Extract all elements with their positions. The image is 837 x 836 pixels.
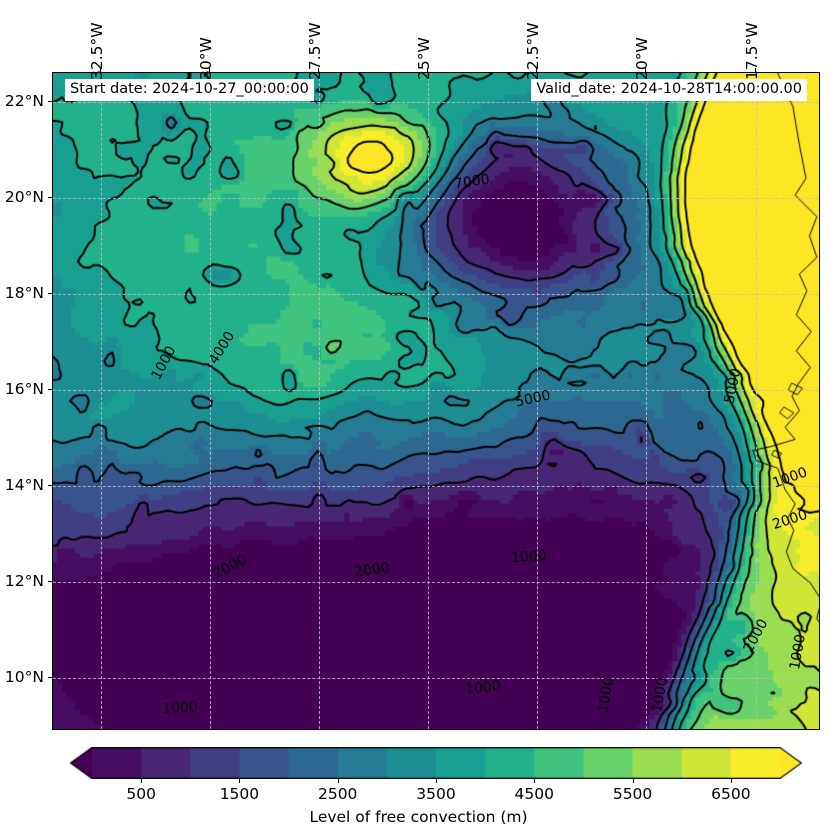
longitude-tick-label: 22.5°W [524,22,543,80]
longitude-tick [536,68,538,72]
latitude-tick [48,388,52,390]
colorbar[interactable]: 500 1500 2500 3500 4500 5500 6500 [70,747,802,803]
colorbar-tick-label: 5500 [612,785,653,803]
latitude-tick-label: 10°N [4,668,44,687]
latitude-tick-label: 18°N [4,283,44,302]
colorbar-tick [730,778,732,783]
colorbar-tick-label: 1500 [219,785,260,803]
latitude-tick-label: 16°N [4,379,44,398]
longitude-tick [100,68,101,72]
colorbar-tick-label: 3500 [416,785,456,803]
colorbar-tick-label: 4500 [514,785,555,803]
longitude-tick [427,68,429,72]
longitude-tick [209,68,211,72]
colorbar-tick [534,778,536,783]
longitude-tick [645,68,647,72]
longitude-tick-label: 25°W [415,37,434,80]
map-plot-area[interactable]: 7000 1000 4000 5000 5000 2000 2000 1000 1000 1000… [52,72,820,730]
longitude-tick-label: 17.5°W [742,22,761,80]
longitude-tick-label: 20°W [633,37,652,80]
colorbar-tick-label: 6500 [711,785,751,803]
valid-date-banner: Valid_date: 2024-10-28T14:00:00.00 [531,79,807,101]
latitude-tick [48,196,52,198]
longitude-tick-label: 27.5°W [306,22,325,80]
latitude-tick [48,485,52,487]
colorbar-tick [632,778,634,783]
colorbar-tick [337,778,339,783]
colorbar-tick-label: 500 [126,785,156,803]
colorbar-tick-label: 2500 [317,785,358,803]
colorbar-gradient [70,747,802,779]
latitude-tick [48,292,52,294]
latitude-tick [48,581,52,583]
latitude-tick-label: 20°N [4,187,44,206]
latitude-tick-label: 12°N [4,572,44,591]
colorbar-tick [141,778,143,783]
latitude-tick-label: 22°N [4,91,44,110]
latitude-tick [48,677,52,679]
latitude-tick [48,100,52,102]
longitude-tick-label: 32.5°W [88,22,106,80]
contour-map-canvas [53,73,819,729]
colorbar-tick [239,778,241,783]
longitude-tick [754,68,756,72]
contour-label: 1000 [510,547,548,566]
longitude-tick-label: 30°W [197,37,216,80]
contour-label: 1000 [161,698,199,718]
latitude-tick-label: 14°N [4,476,44,495]
start-date-banner: Start date: 2024-10-27_00:00:00 [65,79,314,101]
colorbar-title: Level of free convection (m) [309,808,528,826]
longitude-tick [318,68,320,72]
colorbar-tick [436,778,437,783]
